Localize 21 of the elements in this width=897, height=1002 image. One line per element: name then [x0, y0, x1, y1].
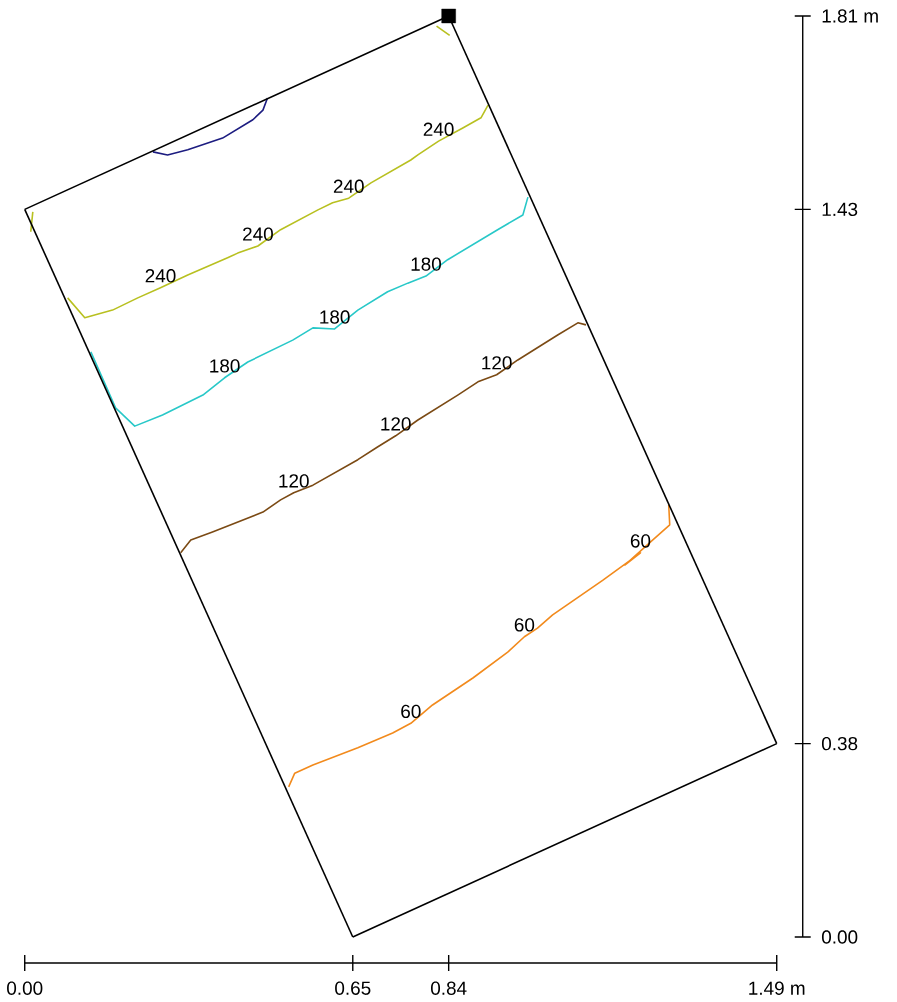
annotation: 120 [482, 356, 512, 370]
x-tick-label: 0.00 [7, 981, 43, 995]
annotation: 120 [279, 474, 309, 488]
annotation: 60 [631, 534, 651, 548]
annotation: 240 [334, 179, 364, 193]
annotation: 120 [381, 417, 411, 431]
annotation: 180 [411, 257, 442, 271]
y-tick-label: 0.00 [822, 930, 858, 944]
annotation: 60 [514, 618, 535, 632]
annotation: 240 [423, 122, 454, 136]
x-tick-label: 0.84 [431, 981, 467, 995]
annotation: 60 [401, 704, 421, 719]
y-tick-label: 0.38 [822, 736, 858, 751]
x-tick-label: 1.49 m [749, 981, 805, 995]
annotation: 180 [210, 359, 240, 373]
annotation: 240 [243, 227, 274, 241]
y-tick-label: 1.81 m [822, 9, 878, 23]
y-tick-label: 1.43 [822, 202, 858, 217]
x-tick-label: 0.65 [335, 981, 371, 995]
annotation: 240 [145, 269, 176, 283]
annotation: 180 [320, 310, 350, 324]
